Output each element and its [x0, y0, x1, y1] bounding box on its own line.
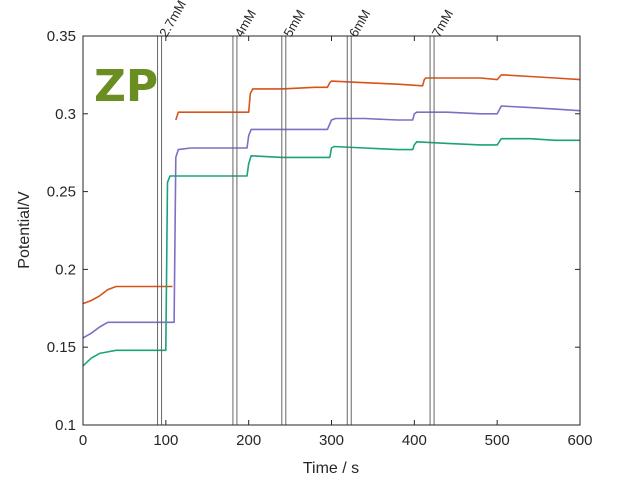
series-line-green	[82, 137, 580, 367]
y-tick-label-0: 0.1	[55, 417, 76, 434]
x-tick-label-0: 0	[79, 432, 87, 449]
x-tick-label-5: 500	[485, 432, 510, 449]
zp-logo: ZP	[94, 61, 158, 112]
annotation-layer: 2.7mM 4mM 5mM 6mM 7mM	[156, 0, 456, 425]
axes-layer: 0 100 200 300 400 500 600 0.1 0.15 0.2 0.25 0.3 0.35	[47, 28, 593, 449]
marker-label-1: 4mM	[232, 7, 259, 40]
x-tick-label-1: 100	[153, 432, 178, 449]
marker-label-2: 5mM	[280, 7, 307, 40]
x-tick-label-6: 600	[567, 432, 592, 449]
y-tick-label-1: 0.15	[47, 339, 76, 356]
x-tick-label-2: 200	[236, 432, 261, 449]
y-tick-label-2: 0.2	[55, 261, 76, 278]
x-tick-label-3: 300	[319, 432, 344, 449]
plot-area	[82, 74, 581, 367]
series-line-purple	[82, 105, 581, 339]
y-tick-label-3: 0.25	[47, 184, 76, 201]
x-axis-label: Time / s	[303, 460, 359, 477]
series-line-orange	[82, 74, 581, 305]
y-tick-label-5: 0.35	[47, 28, 76, 45]
y-axis-label: Potential/V	[16, 191, 33, 269]
marker-label-0: 2.7mM	[156, 0, 189, 39]
x-tick-label-4: 400	[402, 432, 427, 449]
zp-logo-text: ZP	[94, 61, 158, 112]
marker-label-4: 7mM	[429, 7, 456, 40]
y-tick-label-4: 0.3	[55, 106, 76, 123]
marker-label-3: 6mM	[346, 7, 373, 40]
